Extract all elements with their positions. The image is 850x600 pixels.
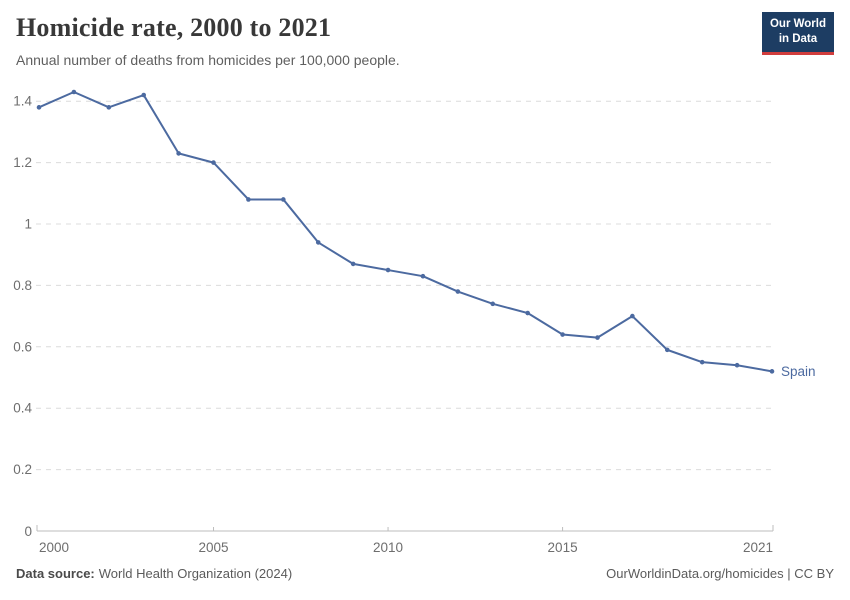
y-axis-tick-label: 1.4 <box>13 94 32 109</box>
y-axis-tick-label: 0.2 <box>13 462 32 477</box>
data-point[interactable] <box>769 369 775 374</box>
data-point[interactable] <box>281 197 286 202</box>
data-point[interactable] <box>71 89 77 95</box>
x-axis-tick-label: 2005 <box>199 540 229 555</box>
owid-logo-line1: Our World <box>769 18 826 30</box>
data-point[interactable] <box>176 151 181 156</box>
trend-line[interactable] <box>38 90 773 373</box>
data-point[interactable] <box>734 362 740 368</box>
y-axis-tick-label: 1.2 <box>13 155 32 170</box>
data-source-value: World Health Organization (2024) <box>98 566 293 581</box>
data-point[interactable] <box>106 105 112 110</box>
attribution-link[interactable]: OurWorldinData.org/homicides | CC BY <box>606 566 834 581</box>
owid-logo[interactable]: Our World in Data <box>761 12 834 55</box>
data-point[interactable] <box>385 267 391 273</box>
data-point[interactable] <box>595 335 600 340</box>
x-axis-tick-label: 2015 <box>548 540 578 555</box>
data-point[interactable] <box>246 197 251 202</box>
x-axis-tick-label: 2010 <box>373 540 403 555</box>
y-axis-tick-label: 0.4 <box>13 401 32 416</box>
y-axis-tick-label: 0 <box>24 524 32 539</box>
data-point[interactable] <box>490 301 496 307</box>
data-source-label: Data source: <box>16 566 95 581</box>
data-point[interactable] <box>560 332 565 337</box>
x-axis-tick-label: 2000 <box>39 540 69 555</box>
data-point[interactable] <box>455 289 461 294</box>
y-axis-tick-label: 0.6 <box>13 339 32 354</box>
data-point[interactable] <box>664 347 670 353</box>
data-point[interactable] <box>315 240 321 245</box>
data-point[interactable] <box>350 261 356 267</box>
data-point[interactable] <box>36 105 42 110</box>
x-axis-tick-label: 2021 <box>743 540 773 555</box>
y-axis-tick-label: 0.8 <box>13 278 32 293</box>
chart-title: Homicide rate, 2000 to 2021 <box>16 13 332 42</box>
data-point[interactable] <box>699 359 705 365</box>
data-point[interactable] <box>420 273 426 279</box>
series-end-label[interactable]: Spain <box>781 364 816 379</box>
y-axis-tick-label: 1 <box>24 217 32 232</box>
owid-logo-line2: in Data <box>778 32 818 45</box>
data-point[interactable] <box>141 92 147 98</box>
data-source-note: Data source: World Health Organization (2… <box>16 566 292 581</box>
data-point[interactable] <box>630 313 635 319</box>
data-point[interactable] <box>211 160 216 165</box>
data-point[interactable] <box>525 310 530 316</box>
chart-subtitle: Annual number of deaths from homicides p… <box>16 52 400 68</box>
